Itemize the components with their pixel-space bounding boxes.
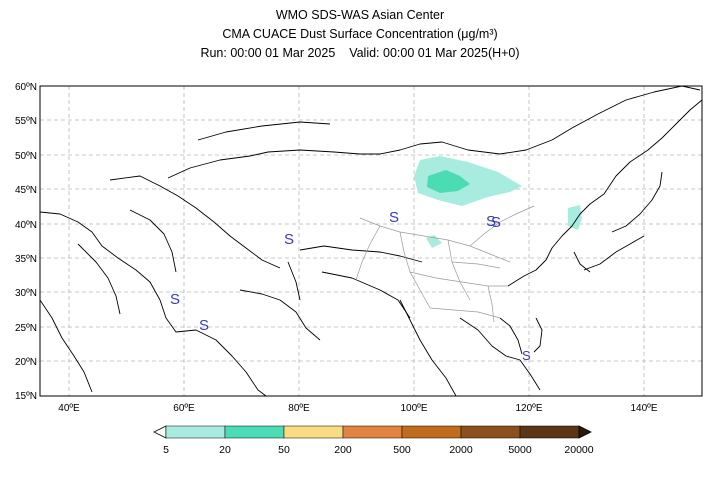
lat-label: 30ºN [15, 288, 37, 299]
marker-s-1: S [389, 209, 399, 226]
run-valid-line: Run: 00:00 01 Mar 2025 Valid: 00:00 01 M… [0, 44, 720, 63]
lat-label: 40ºN [15, 220, 37, 231]
legend-swatch [401, 425, 462, 439]
legend-arrow-right [578, 425, 592, 439]
legend-labels: 5 20 50 200 500 2000 5000 20000 [163, 444, 594, 456]
lat-label: 50ºN [15, 151, 37, 162]
legend-swatch [283, 425, 344, 439]
legend-label: 2000 [449, 444, 473, 456]
legend-swatch [224, 425, 285, 439]
legend-swatch [165, 425, 226, 439]
chart-subtitle: CMA CUACE Dust Surface Concentration (μg… [222, 27, 498, 41]
longitude-labels: 40ºE 60ºE 80ºE 100ºE 120ºE 140ºE [58, 403, 658, 414]
lon-label: 40ºE [58, 403, 80, 414]
lat-label: 55ºN [15, 116, 37, 127]
marker-s-3: S [491, 214, 501, 231]
latitude-labels: 60ºN 55ºN 50ºN 45ºN 40ºN 35ºN 30ºN 25ºN … [15, 82, 37, 402]
map-frame [39, 85, 703, 397]
lat-label: 45ºN [15, 185, 37, 196]
lat-label: 25ºN [15, 323, 37, 334]
lat-label: 20ºN [15, 357, 37, 368]
lon-label: 60ºE [173, 403, 195, 414]
marker-s-5: S [170, 291, 180, 308]
lat-label: 15ºN [15, 391, 37, 402]
country-borders [40, 86, 702, 396]
lon-label: 80ºE [288, 403, 310, 414]
legend-label: 50 [278, 444, 290, 456]
color-legend [153, 425, 592, 439]
valid-time-label: Valid: 00:00 01 Mar 2025(H+0) [349, 46, 520, 60]
legend-label: 500 [393, 444, 411, 456]
dust-shading [414, 156, 582, 248]
lon-label: 140ºE [630, 403, 657, 414]
legend-swatch [342, 425, 403, 439]
marker-s-4: S [284, 231, 294, 248]
legend-label: 5000 [508, 444, 532, 456]
marker-s-6: S [199, 317, 209, 334]
marker-s-7: S [522, 348, 531, 363]
lat-label: 60ºN [15, 82, 37, 93]
legend-swatch [460, 425, 521, 439]
lat-label: 35ºN [15, 254, 37, 265]
chart-title: WMO SDS-WAS Asian Center [275, 8, 445, 22]
chart-header: WMO SDS-WAS Asian Center CMA CUACE Dust … [0, 6, 720, 63]
map-gridlines [40, 86, 702, 396]
marker-s-2: S [486, 213, 496, 230]
run-time-label: Run: 00:00 01 Mar 2025 [200, 46, 336, 60]
legend-label: 5 [163, 444, 169, 456]
legend-label: 20000 [564, 444, 593, 456]
legend-arrow-left [153, 425, 167, 439]
legend-label: 20 [219, 444, 231, 456]
dust-source-markers: S S S S S S S [170, 209, 531, 363]
legend-swatch [519, 425, 580, 439]
legend-label: 200 [334, 444, 352, 456]
lon-label: 120ºE [515, 403, 542, 414]
province-borders [355, 205, 535, 323]
lon-label: 100ºE [400, 403, 427, 414]
